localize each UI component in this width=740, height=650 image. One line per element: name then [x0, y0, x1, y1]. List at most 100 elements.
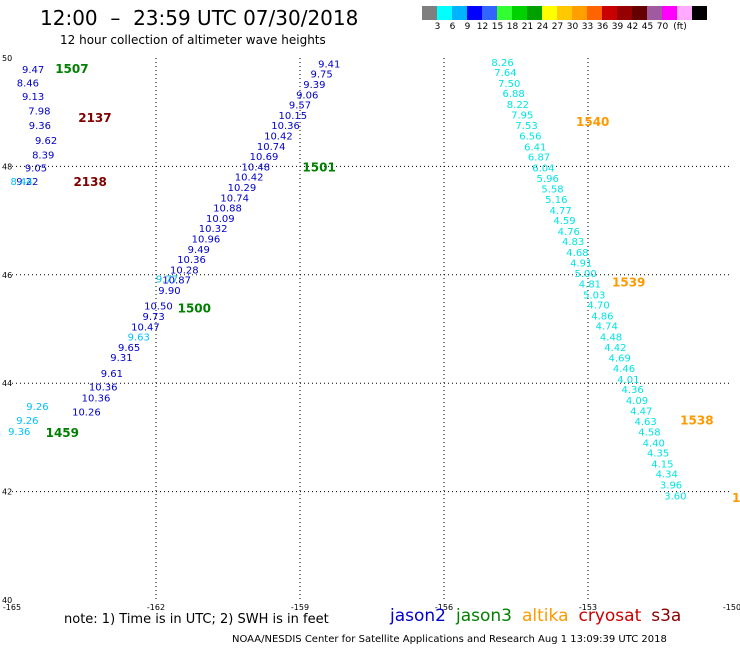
wave-height-label: 9.57: [289, 101, 311, 112]
wave-height-label: 7.53: [515, 121, 537, 132]
wave-height-label: 10.96: [192, 234, 221, 245]
wave-height-label: 9.61: [101, 369, 123, 380]
wave-height-label: 4.63: [634, 417, 656, 428]
wave-height-label: 10.74: [220, 193, 249, 204]
wave-height-label: 4.35: [647, 449, 669, 460]
wave-height-label: 4.01: [617, 375, 639, 386]
wave-height-label: 10.87: [162, 276, 191, 287]
legend-jason2: jason2: [390, 606, 446, 626]
wave-height-label: 4.68: [566, 248, 588, 259]
wave-height-label: 9.47: [22, 65, 44, 76]
y-tick-label: 42: [2, 488, 12, 497]
time-annotation: 2137: [78, 111, 111, 125]
colorbar-label: 30: [566, 22, 579, 32]
wave-height-label: 5.16: [545, 195, 567, 206]
wave-height-label: 6.56: [519, 132, 541, 143]
wave-height-label: 9.63: [128, 333, 150, 344]
wave-height-label: 4.40: [643, 438, 665, 449]
wave-height-label: 5.96: [537, 174, 559, 185]
colorbar-label: 9: [464, 22, 471, 32]
wave-height-label: 9.22: [16, 177, 38, 188]
colorbar-swatch: [437, 6, 452, 20]
wave-height-label: 6.04: [532, 163, 554, 174]
wave-height-label: 10.28: [170, 265, 199, 276]
wave-height-label: 9.73: [142, 312, 164, 323]
wave-height-label: 9.26: [16, 416, 38, 427]
wave-height-label: 8.26: [491, 58, 513, 69]
colorbar-label: 45: [641, 22, 654, 32]
wave-height-label: 10.50: [144, 302, 173, 313]
colorbar-swatch: [632, 6, 647, 20]
y-tick-label: 44: [2, 379, 12, 388]
time-annotation: 1459: [46, 426, 79, 440]
y-tick-label: 50: [2, 54, 12, 63]
colorbar-label: 3: [434, 22, 441, 32]
time-annotation: 1537: [732, 491, 740, 505]
wave-height-label: 8.46: [17, 78, 39, 89]
colorbar-label: 39: [611, 22, 624, 32]
wave-height-label: 10.36: [271, 121, 300, 132]
legend-altika: altika: [522, 606, 569, 626]
chart-subtitle: 12 hour collection of altimeter wave hei…: [60, 33, 326, 47]
colorbar-swatch: [422, 6, 437, 20]
wave-height-label: 4.59: [553, 216, 575, 227]
wave-height-label: 4.74: [596, 322, 618, 333]
y-tick-label: 46: [2, 271, 12, 280]
wave-height-label: 7.95: [511, 110, 533, 121]
colorbar-label: (ft): [673, 22, 687, 32]
time-annotation: 2138: [73, 175, 106, 189]
colorbar-swatch: [542, 6, 557, 20]
wave-height-label: 9.90: [158, 286, 180, 297]
wave-height-label: 9.13: [22, 92, 44, 103]
wave-height-label: 4.77: [550, 206, 572, 217]
wave-height-label: 8.39: [32, 150, 54, 161]
wave-height-label: 9.62: [35, 136, 57, 147]
x-tick-label: -153: [579, 603, 597, 612]
wave-height-label: 4.83: [562, 237, 584, 248]
time-annotation: 1507: [55, 62, 88, 76]
wave-height-label: 4.09: [626, 396, 648, 407]
colorbar-label: 21: [521, 22, 534, 32]
wave-height-label: 6.87: [528, 153, 550, 164]
x-tick-label: -150: [723, 603, 740, 612]
wave-height-label: 4.36: [622, 385, 644, 396]
colorbar-swatch: [512, 6, 527, 20]
wave-height-label: 4.34: [656, 470, 678, 481]
time-annotation: 1539: [612, 275, 645, 289]
wave-height-label: 10.36: [177, 255, 206, 266]
y-tick-label: 48: [2, 162, 12, 171]
wave-height-label: 6.41: [524, 142, 546, 153]
colorbar-swatch: [617, 6, 632, 20]
wave-height-label: 10.36: [89, 382, 118, 393]
time-annotation: 1538: [680, 414, 713, 428]
wave-height-label: 10.32: [199, 224, 228, 235]
wave-height-label: 10.88: [213, 204, 242, 215]
colorbar: [422, 6, 707, 20]
wave-height-label: 8.44: [10, 177, 32, 188]
wave-height-label: 10.47: [131, 322, 160, 333]
wave-height-label: 4.81: [579, 279, 601, 290]
wave-height-label: 3.60: [664, 491, 686, 502]
footnote: note: 1) Time is in UTC; 2) SWH is in fe…: [64, 612, 329, 627]
wave-height-label: 10.09: [206, 214, 235, 225]
legend-cryosat: cryosat: [578, 606, 642, 626]
time-annotation: 1540: [576, 115, 609, 129]
legend-jason3: jason3: [456, 606, 512, 626]
x-tick-label: -162: [147, 603, 165, 612]
wave-height-label: 4.70: [587, 301, 609, 312]
colorbar-swatch: [587, 6, 602, 20]
colorbar-label: 36: [596, 22, 609, 32]
colorbar-label: 15: [491, 22, 504, 32]
wave-height-label: 10.69: [250, 152, 279, 163]
colorbar-swatch: [557, 6, 572, 20]
wave-height-label: 9.36: [29, 121, 51, 132]
colorbar-swatch: [527, 6, 542, 20]
x-tick-label: -156: [435, 603, 453, 612]
wave-height-label: 10.29: [228, 183, 257, 194]
wave-height-label: 10.42: [235, 173, 264, 184]
wave-height-label: 10.36: [82, 393, 111, 404]
wave-height-label: 9.77: [156, 275, 178, 286]
wave-height-label: 9.26: [26, 402, 48, 413]
wave-height-label: 4.15: [651, 459, 673, 470]
colorbar-label: 6: [449, 22, 456, 32]
